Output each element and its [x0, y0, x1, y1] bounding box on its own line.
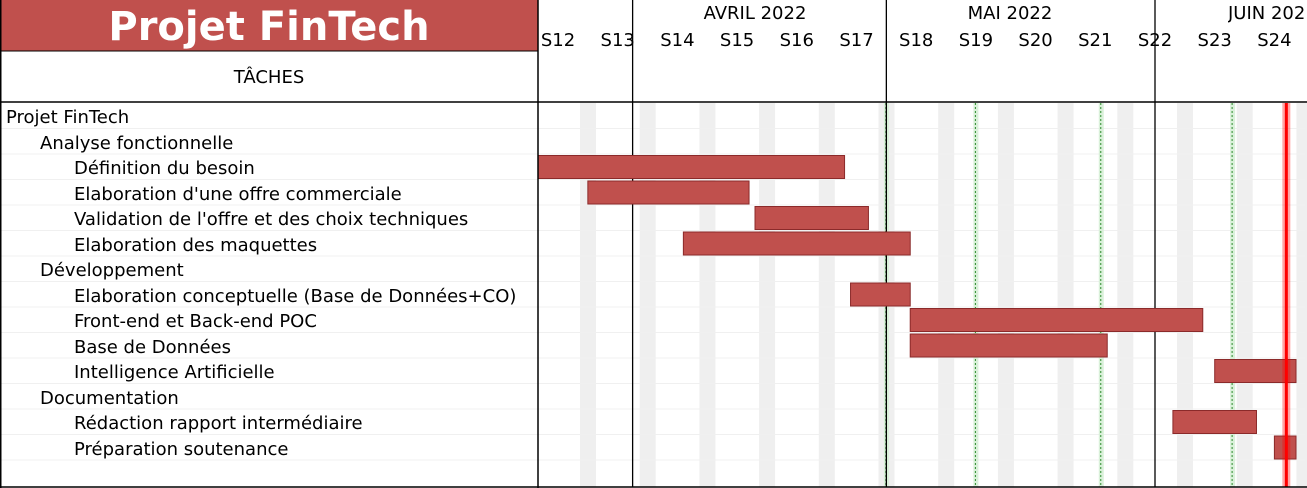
- task-label: Elaboration d'une offre commerciale: [74, 183, 402, 205]
- weekend-column: [818, 103, 835, 487]
- week-label: S23: [1197, 30, 1232, 51]
- task-label: Analyse fonctionnelle: [40, 132, 234, 154]
- task-label: Front-end et Back-end POC: [74, 311, 317, 332]
- gantt-bar: [909, 308, 1204, 332]
- weekend-column: [1177, 103, 1193, 487]
- weekend-column: [1236, 103, 1253, 487]
- gantt-bar: [587, 180, 750, 205]
- week-label: S24: [1257, 30, 1292, 51]
- gantt-bar: [1214, 359, 1297, 383]
- gantt-bar: [909, 333, 1108, 358]
- task-label: Rédaction rapport intermédiaire: [74, 413, 363, 434]
- month-label: AVRIL 2022: [703, 3, 807, 24]
- task-label: Elaboration conceptuelle (Base de Donnée…: [74, 285, 517, 307]
- week-label: S16: [779, 30, 814, 51]
- gantt-bar: [850, 282, 911, 307]
- task-label: Documentation: [40, 387, 179, 409]
- month-label: JUIN 2022: [1228, 3, 1305, 24]
- weekend-column: [938, 103, 955, 487]
- task-label: Base de Données: [74, 336, 231, 358]
- chart-title: Projet FinTech: [108, 4, 430, 50]
- weekend-column: [997, 103, 1014, 487]
- week-label: S13: [600, 30, 635, 51]
- gantt-bar: [537, 155, 846, 179]
- task-label: Intelligence Artificielle: [74, 362, 275, 383]
- week-label: S19: [958, 30, 994, 51]
- tasks-column-header: TÂCHES: [233, 67, 305, 88]
- gantt-bar: [682, 231, 911, 256]
- task-label: Définition du besoin: [74, 158, 255, 179]
- week-label: S17: [839, 30, 874, 51]
- task-label: Préparation soutenance: [74, 438, 289, 460]
- week-label: S12: [540, 30, 576, 51]
- week-label: S14: [660, 30, 695, 51]
- weekend-column: [1296, 103, 1307, 487]
- weekend-column: [1117, 103, 1134, 487]
- week-label: S22: [1137, 30, 1173, 51]
- month-label: MAI 2022: [967, 3, 1053, 24]
- weekend-column: [1057, 103, 1074, 487]
- task-label: Projet FinTech: [6, 107, 130, 128]
- title-banner: [0, 0, 538, 51]
- week-label: S21: [1078, 30, 1113, 51]
- task-label: Développement: [40, 260, 184, 281]
- week-label: S18: [899, 30, 934, 51]
- gantt-bar: [754, 206, 869, 230]
- task-label: Validation de l'offre et des choix techn…: [74, 209, 469, 230]
- weekend-column: [759, 103, 776, 487]
- week-label: S20: [1018, 30, 1053, 51]
- week-label: S15: [719, 30, 755, 51]
- task-label: Elaboration des maquettes: [74, 234, 318, 256]
- gantt-bar: [1172, 410, 1257, 434]
